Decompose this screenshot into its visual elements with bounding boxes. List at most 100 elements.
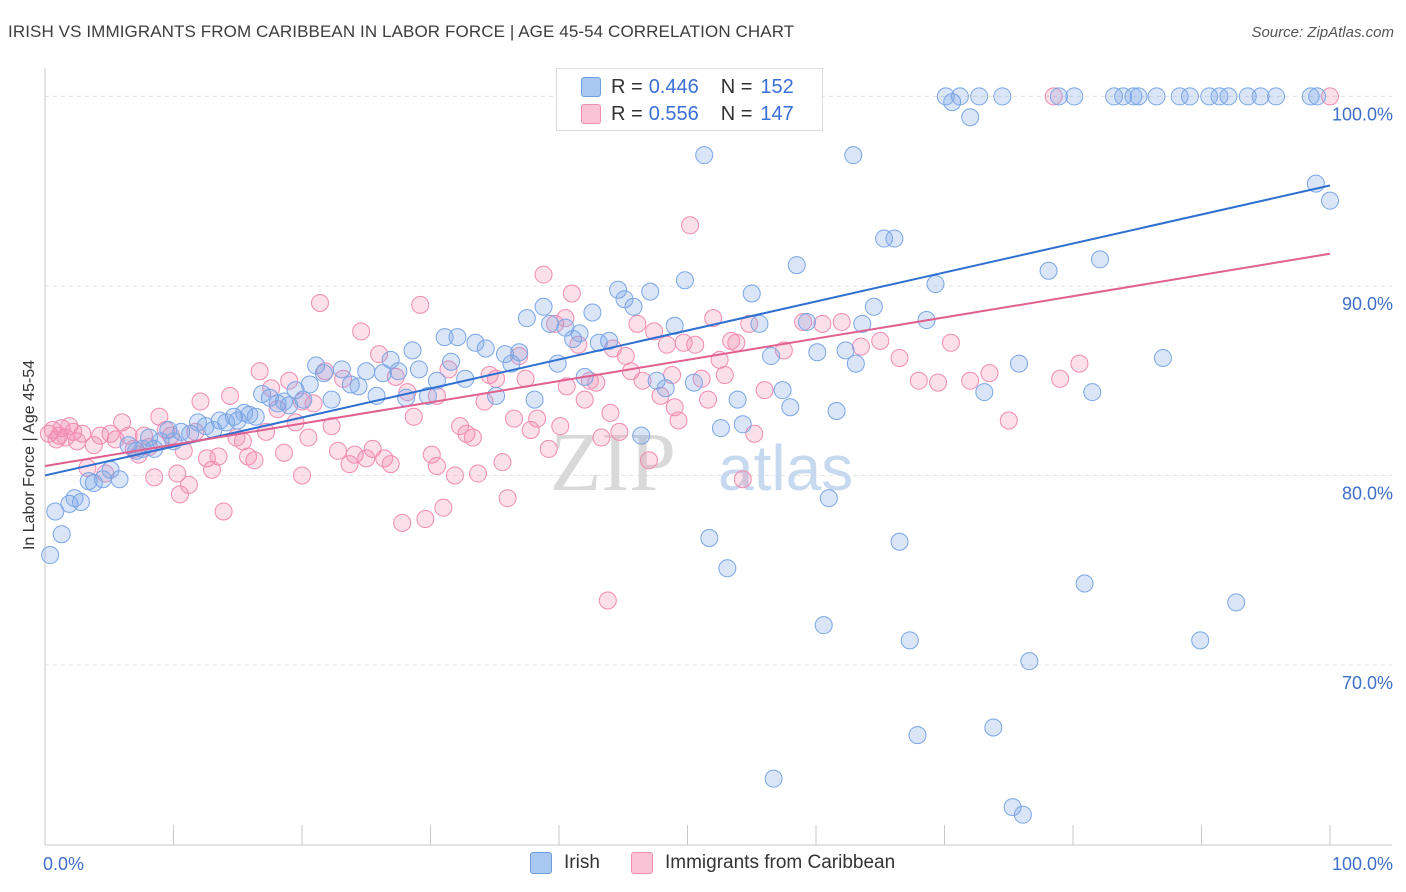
- caribbean-point: [340, 455, 359, 474]
- caribbean-point: [1070, 354, 1089, 373]
- caribbean-point: [941, 333, 960, 352]
- irish-point: [742, 284, 761, 303]
- caribbean-point: [980, 364, 999, 383]
- caribbean-point: [381, 455, 400, 474]
- axes: [44, 68, 1392, 846]
- caribbean-trend-line: [44, 252, 1331, 467]
- irish-point: [60, 494, 79, 513]
- caribbean-point: [209, 447, 228, 466]
- irish-point: [647, 371, 666, 390]
- caribbean-point: [214, 502, 233, 521]
- caribbean-point: [674, 333, 693, 352]
- y-tick-label: 80.0%: [1342, 483, 1393, 503]
- caribbean-point: [871, 331, 890, 350]
- legend-n-value: 152: [760, 75, 794, 98]
- caribbean-point: [64, 422, 83, 441]
- irish-point: [781, 398, 800, 417]
- irish-point: [798, 312, 817, 331]
- caribbean-point: [422, 445, 441, 464]
- legend-label-irish: Irish: [564, 852, 600, 873]
- irish-point: [427, 371, 446, 390]
- irish-point: [984, 718, 1003, 737]
- caribbean-point: [498, 489, 517, 508]
- caribbean-point: [610, 422, 629, 441]
- irish-trend-line: [44, 184, 1331, 477]
- caribbean-point: [286, 413, 305, 432]
- caribbean-point: [598, 591, 617, 610]
- irish-point: [409, 360, 428, 379]
- irish-point: [84, 474, 103, 493]
- irish-point: [926, 275, 945, 294]
- caribbean-point: [310, 293, 329, 312]
- irish-point: [1251, 87, 1270, 106]
- y-tick-label: 90.0%: [1342, 294, 1393, 314]
- irish-point: [1013, 805, 1032, 824]
- caribbean-point: [715, 366, 734, 385]
- caribbean-point: [304, 394, 323, 413]
- caribbean-point: [727, 333, 746, 352]
- irish-point: [827, 402, 846, 421]
- caribbean-point: [451, 417, 470, 436]
- caribbean-point: [686, 335, 705, 354]
- irish-point: [808, 343, 827, 362]
- caribbean-point: [1051, 369, 1070, 388]
- legend-item-irish[interactable]: Irish: [530, 852, 600, 874]
- chart-title: IRISH VS IMMIGRANTS FROM CARIBBEAN IN LA…: [8, 22, 795, 41]
- caribbean-point: [445, 466, 464, 485]
- caribbean-point: [293, 466, 311, 485]
- irish-points: [41, 87, 1339, 824]
- irish-point: [541, 314, 560, 333]
- irish-point: [1020, 652, 1039, 671]
- legend-item-caribbean[interactable]: Immigrants from Caribbean: [631, 852, 895, 874]
- irish-point: [1147, 87, 1166, 106]
- irish-point: [307, 356, 326, 375]
- irish-point: [1114, 87, 1133, 106]
- irish-point: [844, 146, 863, 165]
- caribbean-point: [645, 322, 664, 341]
- irish-point: [900, 631, 919, 650]
- caribbean-point: [262, 379, 281, 398]
- legend-swatch-irish: [581, 77, 601, 97]
- irish-point: [950, 87, 969, 106]
- irish-point: [110, 470, 129, 489]
- irish-point: [711, 419, 730, 438]
- irish-point: [684, 373, 703, 392]
- caribbean-point: [592, 428, 611, 447]
- irish-point: [615, 290, 634, 309]
- irish-point: [961, 108, 980, 127]
- irish-point: [1321, 191, 1339, 210]
- legend-swatch-irish: [530, 852, 552, 874]
- irish-point: [314, 364, 333, 383]
- caribbean-point: [84, 436, 103, 455]
- irish-point: [46, 502, 65, 521]
- caribbean-point: [493, 453, 512, 472]
- caribbean-point: [299, 428, 318, 447]
- y-axis-title: In Labor Force | Age 45-54: [21, 360, 38, 550]
- caribbean-point: [197, 449, 216, 468]
- caribbean-point: [569, 335, 588, 354]
- irish-point: [1153, 348, 1172, 367]
- caribbean-point: [521, 420, 540, 439]
- irish-point: [718, 559, 737, 578]
- irish-point: [228, 411, 247, 430]
- caribbean-point: [275, 443, 294, 462]
- irish-point: [846, 354, 865, 373]
- irish-point: [750, 314, 769, 333]
- irish-point: [210, 411, 229, 430]
- irish-point: [525, 390, 544, 409]
- irish-point: [71, 492, 90, 511]
- caribbean-point: [681, 216, 700, 235]
- irish-point: [240, 405, 259, 424]
- irish-point: [466, 333, 485, 352]
- irish-point: [1267, 87, 1286, 106]
- caribbean-point: [961, 371, 980, 390]
- irish-point: [1039, 261, 1058, 280]
- caribbean-point: [434, 498, 453, 517]
- irish-point: [322, 390, 341, 409]
- caribbean-point: [357, 449, 376, 468]
- caribbean-point: [469, 464, 488, 483]
- caribbean-point: [909, 371, 928, 390]
- caribbean-point: [657, 335, 676, 354]
- irish-point: [700, 528, 719, 547]
